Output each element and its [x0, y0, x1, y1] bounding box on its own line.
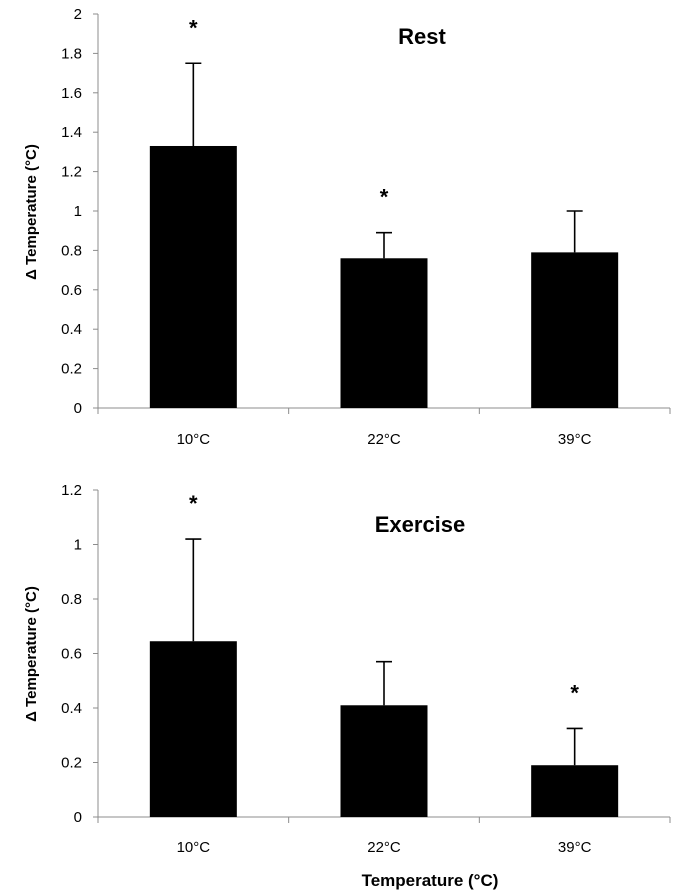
rest-y-tick-label: 0.4	[61, 321, 82, 338]
rest-bar-39°C	[531, 252, 619, 408]
exercise-x-axis-label: Temperature (°C)	[362, 871, 499, 890]
exercise-significance-marker: *	[189, 491, 198, 516]
exercise-significance-marker: *	[570, 680, 579, 705]
exercise-panel: Exercise Δ Temperature (°C) Temperature …	[23, 482, 671, 890]
rest-y-tick-label: 1.4	[61, 124, 82, 141]
rest-y-tick-label: 0.2	[61, 361, 82, 378]
exercise-x-tick-label: 22°C	[367, 839, 401, 856]
exercise-y-tick-label: 0.2	[61, 755, 82, 772]
exercise-y-tick-label: 1.2	[61, 482, 82, 499]
exercise-x-tick-label: 39°C	[558, 839, 592, 856]
rest-panel: Rest Δ Temperature (°C) 0 0.2 0.4 0.6 0.8 1 1.…	[23, 6, 671, 448]
exercise-x-tick-label: 10°C	[177, 839, 211, 856]
rest-y-tick-label: 0	[74, 400, 82, 417]
rest-bar-10°C	[149, 145, 237, 409]
rest-significance-marker: *	[189, 15, 198, 40]
rest-y-tick-label: 2	[74, 6, 82, 23]
rest-y-axis-label: Δ Temperature (°C)	[23, 144, 40, 280]
rest-bar-22°C	[340, 258, 428, 408]
exercise-bar-22°C	[340, 705, 428, 817]
rest-y-tick-label: 0.8	[61, 242, 82, 259]
exercise-y-axis-label: Δ Temperature (°C)	[23, 586, 40, 722]
rest-y-tick-label: 1.6	[61, 85, 82, 102]
rest-x-tick-label: 10°C	[177, 431, 211, 448]
exercise-y-tick-label: 0.8	[61, 591, 82, 608]
rest-x-tick-label: 22°C	[367, 431, 401, 448]
rest-y-tick-label: 1.2	[61, 164, 82, 181]
exercise-y-tick-label: 1	[74, 537, 82, 554]
rest-x-tick-label: 39°C	[558, 431, 592, 448]
rest-title: Rest	[398, 24, 446, 49]
exercise-y-tick-label: 0.6	[61, 646, 82, 663]
rest-y-tick-label: 0.6	[61, 282, 82, 299]
rest-y-tick-label: 1.8	[61, 45, 82, 62]
rest-significance-marker: *	[380, 185, 389, 210]
exercise-title: Exercise	[375, 512, 466, 537]
exercise-y-tick-label: 0.4	[61, 700, 82, 717]
exercise-bar-39°C	[531, 765, 619, 817]
exercise-bar-10°C	[149, 641, 237, 817]
exercise-y-tick-label: 0	[74, 809, 82, 826]
rest-y-tick-label: 1	[74, 203, 82, 220]
